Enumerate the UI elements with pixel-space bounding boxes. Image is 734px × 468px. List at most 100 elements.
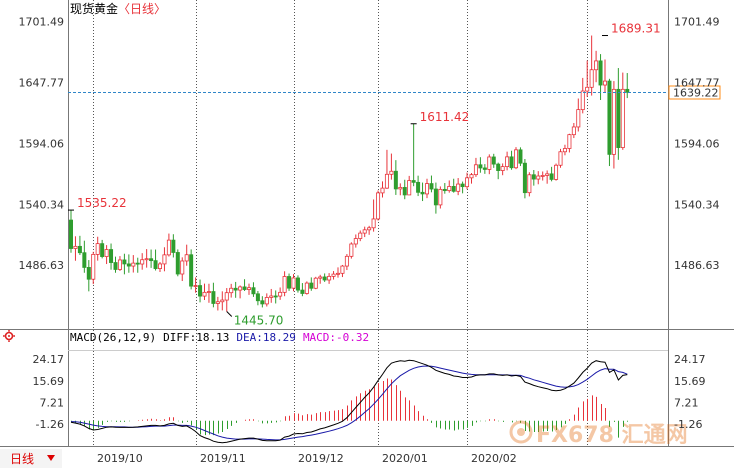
candle-body: [180, 260, 185, 275]
candle-body: [540, 175, 545, 177]
candle-body: [407, 180, 412, 196]
candle-body: [549, 173, 554, 180]
candle-body: [233, 287, 238, 291]
candle-body: [264, 297, 269, 305]
candle-body: [554, 164, 559, 180]
macd-tick-right: 24.17: [674, 353, 706, 366]
candle-body: [220, 299, 225, 303]
candle-body: [469, 174, 474, 179]
price-tick-left: 1647.77: [19, 77, 65, 90]
annotation-label: 1445.70: [234, 313, 284, 327]
macd-tick-right: 15.69: [674, 375, 706, 388]
candle-body: [282, 276, 287, 293]
candle-body: [620, 88, 625, 148]
candle-body: [433, 188, 438, 206]
price-tick-right: 1594.06: [674, 137, 720, 150]
candle-body: [300, 289, 305, 294]
date-label: 2019/10: [97, 452, 143, 465]
candle-body: [473, 164, 478, 176]
candle-body: [411, 180, 416, 183]
date-axis: 2019/10 2019/11 2019/12 2020/01 2020/02: [97, 452, 517, 465]
candle-body: [536, 175, 541, 180]
candle-body: [420, 191, 425, 195]
candle-body: [175, 252, 180, 275]
candle-body: [616, 88, 621, 148]
candle-body: [514, 149, 519, 169]
macd-tick-left: 24.17: [33, 353, 65, 366]
candle-body: [117, 259, 122, 270]
candle-body: [522, 162, 527, 194]
candle-body: [344, 255, 349, 267]
candle-body: [349, 243, 354, 257]
candle-body: [607, 80, 612, 155]
candle-body: [465, 177, 470, 188]
last-price-label: 1639.22: [673, 87, 719, 100]
candle-body: [447, 186, 452, 192]
candle-body: [126, 263, 131, 267]
candle-body: [384, 173, 389, 189]
chart-frame: [0, 0, 734, 447]
candle-body: [416, 181, 421, 193]
candle-body: [318, 276, 323, 279]
candle-body: [211, 291, 216, 304]
annotation-label: 1535.22: [77, 196, 127, 210]
date-label: 2020/02: [471, 452, 517, 465]
candle-body: [269, 295, 274, 298]
candle-body: [198, 285, 203, 297]
candle-body: [135, 262, 140, 265]
candle-body: [580, 90, 585, 111]
candle-body: [611, 88, 616, 155]
candle-body: [353, 238, 358, 245]
candle-body: [184, 254, 189, 262]
macd-tick-right: -1.26: [674, 418, 702, 431]
price-tick-right: 1486.63: [674, 259, 720, 272]
macd-tick-left: 7.21: [40, 396, 65, 409]
candle-body: [82, 252, 87, 268]
annotation-marker: [226, 311, 233, 317]
candle-body: [229, 287, 234, 294]
candle-body: [73, 245, 78, 249]
candle-body: [478, 164, 483, 169]
candle-body: [380, 187, 385, 194]
gear-icon[interactable]: [3, 330, 15, 342]
candle-body: [140, 259, 145, 265]
candle-body: [193, 285, 198, 287]
last-price-box: [668, 85, 721, 100]
price-axis: 1701.49 1701.49 1647.77 1647.77 1594.06 1594.…: [19, 16, 720, 272]
price-tick-right: 1701.49: [674, 16, 720, 29]
macd-tick-right: 7.21: [674, 396, 699, 409]
tab-daily[interactable]: 日线: [0, 449, 62, 468]
candle-body: [531, 174, 536, 180]
candle-body: [157, 263, 162, 269]
candle-body: [429, 183, 434, 190]
candle-body: [456, 183, 461, 192]
annotation-label: 1689.31: [611, 22, 661, 36]
candle-body: [518, 149, 523, 164]
candle-body: [295, 277, 300, 291]
candle-body: [603, 80, 608, 86]
candle-body: [562, 148, 567, 153]
candle-body: [86, 267, 91, 280]
candle-body: [189, 254, 194, 287]
candle-body: [438, 188, 443, 206]
candle-body: [500, 166, 505, 171]
candle-body: [291, 277, 296, 289]
candle-body: [335, 272, 340, 275]
candle-body: [340, 265, 345, 274]
candle-body: [95, 243, 100, 255]
candle-body: [104, 249, 109, 257]
candle-body: [77, 245, 82, 254]
candle-body: [393, 170, 398, 190]
candle-body: [149, 258, 154, 262]
candle-body: [273, 295, 278, 298]
candle-body: [487, 156, 492, 170]
candle-body: [594, 60, 599, 71]
candle-body: [460, 183, 465, 188]
watermark: FX678 汇通网: [509, 420, 688, 448]
candle-body: [113, 262, 118, 270]
candle-body: [260, 300, 265, 305]
candle-body: [442, 188, 447, 192]
price-tick-right: 1540.34: [674, 198, 720, 211]
candle-body: [424, 183, 429, 195]
candle-body: [496, 163, 501, 171]
